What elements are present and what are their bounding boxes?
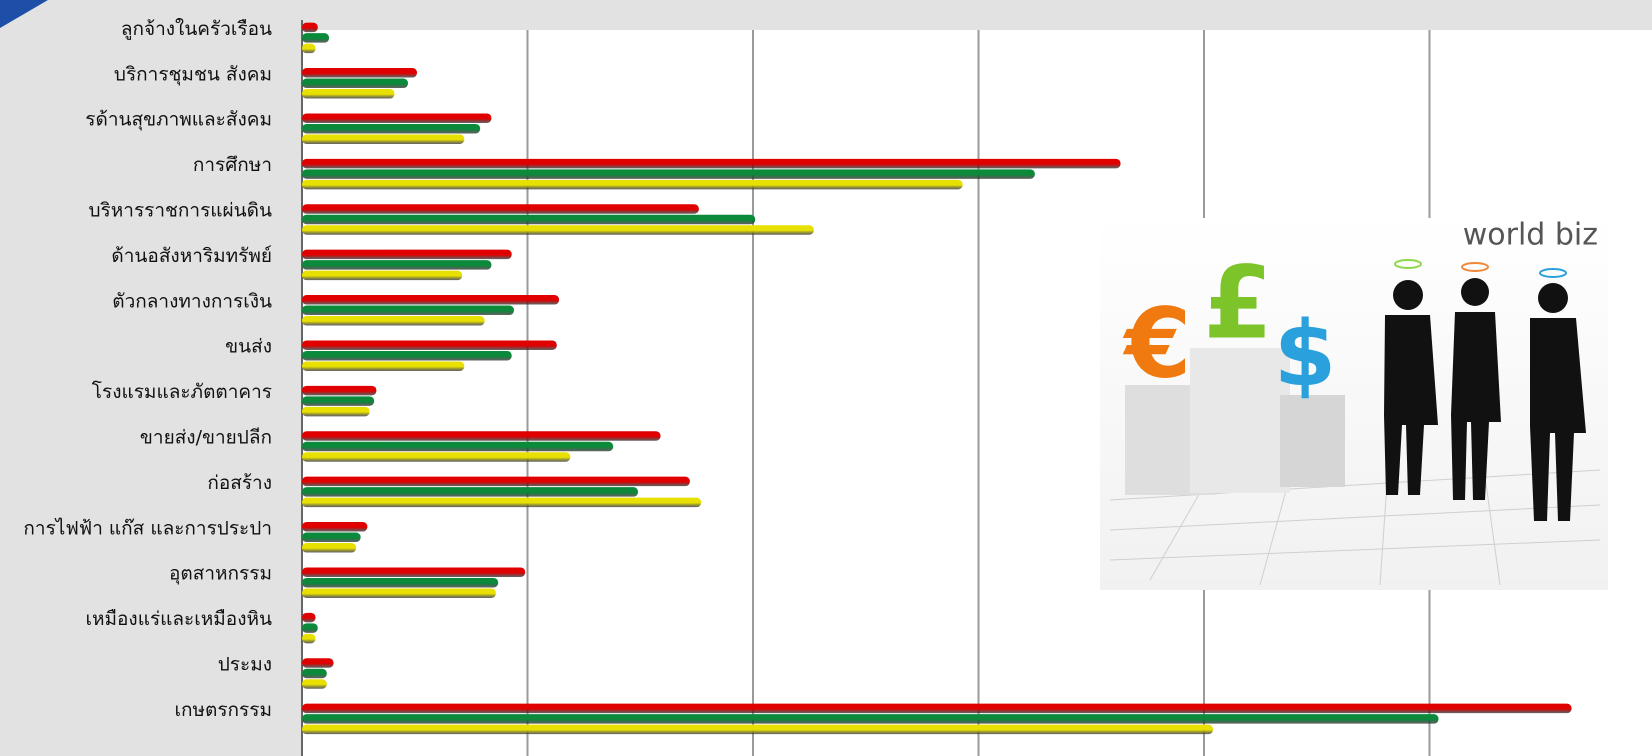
y-tick-label: ประมง [218, 654, 272, 676]
bar [302, 668, 327, 679]
currency-symbol: € [1123, 287, 1192, 399]
bar [302, 22, 318, 33]
businessmen [1384, 278, 1586, 521]
y-tick-label: ด้านอสังหาริมทรัพย์ [111, 245, 272, 267]
bar [302, 385, 377, 396]
bar [302, 158, 1121, 169]
bar [302, 543, 357, 553]
bar [302, 340, 557, 350]
y-tick-label: การศึกษา [193, 154, 272, 176]
y-tick-label: การไฟฟ้า แก๊ส และการประปา [23, 517, 272, 539]
bar [302, 724, 1214, 735]
y-tick-label: ขนส่ง [225, 336, 272, 358]
bar [302, 623, 318, 633]
bar [302, 633, 316, 644]
bar [302, 361, 465, 371]
y-tick-label: บริการชุมชน สังคม [114, 63, 272, 86]
bar [302, 396, 375, 406]
currency-symbol: £ [1203, 244, 1273, 361]
bar [302, 441, 614, 452]
illustration: € £ $ world biz [1100, 218, 1608, 590]
bar [302, 612, 316, 623]
bar [302, 714, 1439, 724]
bar [302, 214, 756, 225]
bar [302, 134, 465, 144]
bar [302, 260, 492, 270]
bar [302, 679, 327, 689]
bar [302, 123, 481, 134]
halo [1539, 268, 1567, 278]
bar [302, 78, 408, 89]
bar [302, 169, 1035, 179]
bar [302, 33, 330, 43]
bar [302, 204, 699, 214]
y-tick-label: อุตสาหกรรม [169, 563, 272, 586]
bar [302, 295, 560, 305]
bar [302, 567, 526, 577]
bar [302, 225, 814, 235]
bar [302, 316, 485, 326]
bar [302, 270, 463, 281]
bar [302, 89, 395, 99]
y-tick-label: ตัวกลางทางการเงิน [112, 290, 272, 312]
bar [302, 431, 661, 441]
y-tick-label: เหมืองแร่และเหมืองหิน [85, 608, 272, 630]
pedestal [1190, 348, 1290, 493]
bar [302, 658, 334, 668]
bar [302, 350, 512, 361]
y-tick-label: ขายส่ง/ขายปลีก [140, 427, 272, 449]
bar [302, 532, 361, 543]
bar [302, 43, 316, 54]
y-tick-label: รด้านสุขภาพและสังคม [85, 109, 272, 132]
y-tick-label: โรงแรมและภัตตาคาร [92, 380, 272, 403]
pedestal [1280, 395, 1345, 487]
bar [302, 487, 638, 497]
y-tick-label: ลูกจ้างในครัวเรือน [121, 18, 272, 40]
y-tick-label: บริหารราชการแผ่นดิน [88, 200, 272, 222]
bar [302, 497, 702, 508]
bar [302, 588, 496, 598]
bar [302, 476, 690, 487]
bar [302, 179, 963, 190]
bar [302, 68, 418, 78]
bar [302, 452, 571, 462]
halo [1394, 259, 1422, 269]
bars [302, 22, 1572, 735]
bar [302, 577, 499, 588]
bar [302, 305, 514, 316]
bar [302, 522, 368, 532]
bar [302, 249, 512, 260]
corner-decoration [0, 0, 48, 28]
illustration-caption: world biz [1463, 218, 1598, 253]
currency-symbol: $ [1274, 302, 1337, 407]
bar [302, 406, 370, 417]
y-tick-label: ก่อสร้าง [207, 472, 272, 494]
y-tick-label: เกษตรกรรม [174, 699, 272, 721]
bar [302, 113, 492, 123]
bar [302, 703, 1572, 714]
halo [1461, 262, 1489, 272]
